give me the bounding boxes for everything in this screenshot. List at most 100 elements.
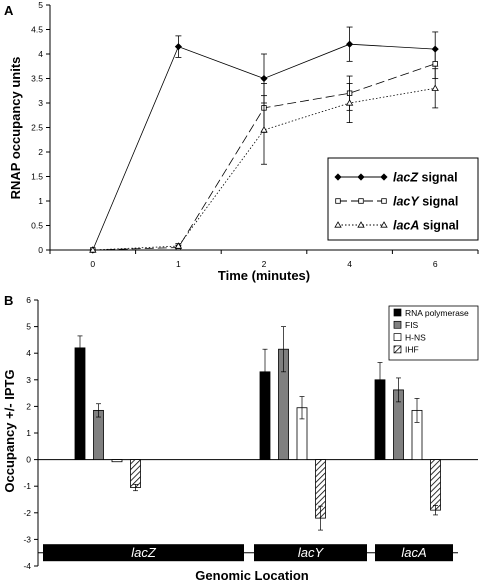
data-point-marker — [380, 221, 388, 228]
panel-a: A 0 0.5 1 1.5 2 2.5 3 3.5 4 4.5 5 0 1 2 4 6 RNAP occup… — [4, 0, 479, 283]
error-bar — [414, 398, 420, 423]
legend-entry: RNA polymerase — [393, 308, 469, 318]
panel-b: B -4 -3 -2 -1 0 1 2 3 4 5 6 lacZ lacY lacA Occupancy… — [2, 293, 479, 583]
bar-rna-polymerase — [74, 347, 86, 461]
y-tick-label: 0.5 — [31, 221, 43, 231]
bar-fis — [93, 409, 104, 461]
panel-a-letter: A — [4, 3, 14, 18]
error-bar — [133, 483, 138, 492]
panel-b-gene-track: lacZ lacY lacA — [38, 544, 458, 562]
data-point-marker — [346, 40, 354, 48]
gene-label: lacA — [401, 545, 426, 560]
panel-b-y-ticks: -4 -3 -2 -1 0 1 2 3 4 5 6 — [23, 295, 38, 571]
data-point-marker — [260, 126, 268, 133]
data-point-marker — [89, 246, 97, 253]
legend-label-suffix: signal — [419, 195, 459, 209]
y-tick-label: -1 — [23, 481, 31, 491]
y-tick-label: 3 — [26, 375, 31, 385]
error-bar — [433, 505, 438, 516]
gene-label: lacY — [298, 545, 325, 560]
x-tick-label: 0 — [90, 259, 95, 269]
panel-a-x-axis-title: Time (minutes) — [218, 268, 310, 283]
error-bar — [262, 348, 268, 395]
x-tick-label: 6 — [433, 259, 438, 269]
data-point-marker — [174, 43, 182, 51]
legend-entry-lacA: lacA signal — [334, 219, 459, 233]
panel-b-legend: RNA polymerase FIS H-NS IHF — [388, 305, 479, 361]
y-tick-label: 6 — [26, 295, 31, 305]
legend-swatch — [393, 320, 402, 329]
y-tick-label: 5 — [26, 322, 31, 332]
data-point-marker — [345, 99, 354, 106]
y-tick-label: 1 — [26, 428, 31, 438]
data-point-marker — [358, 198, 364, 204]
y-tick-label: 5 — [38, 0, 43, 10]
x-tick-label: 4 — [347, 259, 352, 269]
bar-ihf — [430, 459, 441, 511]
bar-group-lacA — [374, 362, 441, 516]
gene-label: lacZ — [131, 545, 157, 560]
panel-b-x-axis-title: Genomic Location — [195, 568, 308, 583]
data-point-marker — [357, 221, 365, 228]
y-tick-label: 3.5 — [31, 74, 43, 84]
data-point-marker — [431, 84, 439, 91]
gene-bar — [375, 544, 453, 562]
legend-label-gene: lacY — [393, 195, 420, 209]
data-point-marker — [357, 173, 365, 181]
error-bar — [377, 362, 383, 398]
legend-swatch — [393, 345, 402, 354]
y-tick-label: -4 — [23, 561, 31, 571]
bar-group-lacY — [259, 326, 326, 531]
y-tick-label: 0 — [38, 245, 43, 255]
panel-a-y-axis-title: RNAP occupancy units — [8, 57, 23, 200]
legend-label: lacA signal — [393, 219, 459, 233]
y-tick-label: -3 — [23, 534, 31, 544]
gene-bar-lacY: lacY — [254, 544, 367, 562]
error-bar — [396, 377, 401, 403]
legend-entry-lacZ: lacZ signal — [334, 171, 458, 185]
y-tick-label: 1.5 — [31, 172, 43, 182]
y-tick-label: 4 — [26, 348, 31, 358]
legend-label: IHF — [405, 345, 419, 355]
x-tick-label: 2 — [262, 259, 267, 269]
legend-label-suffix: signal — [419, 219, 459, 233]
legend-label: RNA polymerase — [405, 308, 469, 318]
legend-label-gene: lacZ — [393, 171, 419, 185]
error-bar — [299, 396, 305, 420]
legend-entry-lacY: lacY signal — [335, 195, 458, 209]
data-point-marker — [381, 198, 387, 204]
legend-label: H-NS — [405, 332, 426, 342]
gene-bar — [43, 544, 244, 562]
error-bar — [281, 326, 286, 373]
y-tick-label: 0 — [26, 455, 31, 465]
legend-swatch — [393, 308, 402, 317]
data-point-marker — [260, 74, 268, 83]
data-point-marker — [334, 173, 342, 181]
panel-b-legend-entries: RNA polymerase FIS H-NS IHF — [393, 308, 469, 355]
y-tick-label: 4.5 — [31, 25, 43, 35]
legend-swatch — [393, 333, 402, 341]
y-tick-label: 4 — [38, 49, 43, 59]
panel-a-series — [89, 26, 439, 254]
legend-label-suffix: signal — [418, 171, 458, 185]
legend-label: lacY signal — [393, 195, 458, 209]
x-tick-label: 1 — [176, 259, 181, 269]
data-point-marker — [380, 173, 388, 181]
data-point-marker — [335, 198, 341, 204]
gene-bar-lacZ: lacZ — [43, 544, 244, 562]
panel-b-y-axis-title: Occupancy +/- IPTG — [2, 369, 17, 492]
y-tick-label: 1 — [38, 196, 43, 206]
bar-h-ns — [111, 459, 123, 463]
bar-group-lacZ — [74, 335, 141, 492]
series-line — [92, 87, 436, 251]
y-tick-label: 2 — [26, 401, 31, 411]
y-tick-label: -2 — [23, 508, 31, 518]
y-tick-label: 2 — [38, 147, 43, 157]
error-bar — [96, 403, 101, 418]
legend-entry: FIS — [393, 320, 419, 330]
data-point-marker — [174, 242, 183, 249]
legend-label: FIS — [405, 320, 419, 330]
